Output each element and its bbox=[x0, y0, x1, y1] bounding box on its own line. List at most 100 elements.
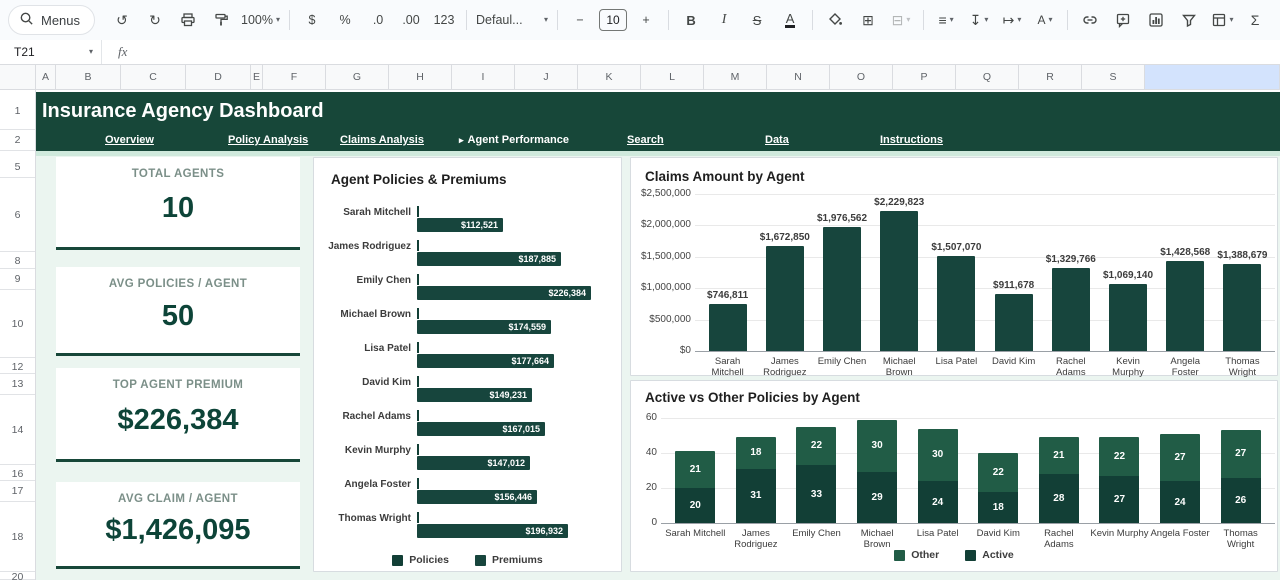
row-header-8[interactable]: 8 bbox=[0, 254, 35, 269]
other-segment: 21 bbox=[1038, 437, 1079, 474]
row-header-18[interactable]: 18 bbox=[0, 502, 35, 572]
create-filter-button[interactable] bbox=[1173, 7, 1205, 34]
x-axis-label: James Rodriguez bbox=[734, 528, 778, 551]
y-axis-tick-label: $2,000,000 bbox=[640, 219, 691, 231]
kpi-card-total-agents[interactable]: TOTAL AGENTS 10 bbox=[56, 157, 300, 250]
toolbar: Menus ↺ ↻ 100% ▾ $ % .0 .00 123 Defaul...… bbox=[0, 0, 1280, 41]
insert-link-button[interactable] bbox=[1074, 7, 1106, 34]
column-header-E[interactable]: E bbox=[251, 64, 263, 90]
column-header-K[interactable]: K bbox=[578, 64, 641, 90]
column-header-P[interactable]: P bbox=[893, 64, 956, 90]
claims-bar bbox=[937, 256, 976, 351]
claims-bar bbox=[823, 226, 861, 351]
more-formats-icon: 123 bbox=[433, 13, 455, 27]
chart-claims-by-agent[interactable]: Claims Amount by Agent $0 $500,000 $1,000,… bbox=[630, 157, 1278, 378]
column-header-D[interactable]: D bbox=[186, 64, 251, 90]
column-header-selected[interactable] bbox=[1145, 64, 1280, 90]
select-all-corner[interactable] bbox=[0, 64, 36, 90]
nav-link-overview[interactable]: Overview bbox=[105, 130, 154, 151]
text-wrap-button[interactable]: ↦ ▾ bbox=[996, 7, 1028, 34]
text-rotation-button[interactable]: A ▾ bbox=[1029, 7, 1061, 34]
insert-comment-button[interactable] bbox=[1107, 7, 1139, 34]
other-segment: 27 bbox=[1160, 433, 1201, 481]
column-header-F[interactable]: F bbox=[263, 64, 326, 90]
column-header-I[interactable]: I bbox=[452, 64, 515, 90]
borders-button[interactable]: ⊞ bbox=[852, 7, 884, 34]
nav-link-label: Data bbox=[765, 134, 789, 146]
format-currency-button[interactable]: $ bbox=[296, 7, 328, 34]
column-header-G[interactable]: G bbox=[326, 64, 389, 90]
formula-input[interactable] bbox=[127, 40, 1280, 64]
menus-search-button[interactable]: Menus bbox=[8, 5, 96, 35]
search-icon bbox=[19, 11, 34, 29]
chart-plot-area: $0 $500,000 $1,000,000 $1,500,000 $2,000,000… bbox=[631, 158, 1277, 378]
bold-button[interactable]: B bbox=[675, 7, 707, 34]
row-header-1[interactable]: 1 bbox=[0, 92, 35, 130]
column-header-H[interactable]: H bbox=[389, 64, 452, 90]
column-header-A[interactable]: A bbox=[36, 64, 56, 90]
row-header-14[interactable]: 14 bbox=[0, 395, 35, 465]
column-header-O[interactable]: O bbox=[830, 64, 893, 90]
row-header-10[interactable]: 10 bbox=[0, 290, 35, 358]
merge-cells-button[interactable]: ⊟ ▾ bbox=[885, 7, 917, 34]
column-header-M[interactable]: M bbox=[704, 64, 767, 90]
font-size-input[interactable]: 10 bbox=[599, 9, 628, 31]
increase-decimal-button[interactable]: .00 bbox=[395, 7, 427, 34]
horizontal-align-button[interactable]: ≡ ▾ bbox=[930, 7, 962, 34]
vertical-align-button[interactable]: ↧ ▾ bbox=[963, 7, 995, 34]
kpi-card-avg-claim[interactable]: AVG CLAIM / AGENT $1,426,095 bbox=[56, 482, 300, 569]
paint-format-button[interactable] bbox=[205, 7, 237, 34]
column-header-R[interactable]: R bbox=[1019, 64, 1082, 90]
row-header-16[interactable]: 16 bbox=[0, 467, 35, 481]
nav-link-agent-performance[interactable]: ▸ Agent Performance bbox=[459, 130, 569, 151]
column-header-C[interactable]: C bbox=[121, 64, 186, 90]
text-color-button[interactable]: A bbox=[774, 7, 806, 34]
nav-link-policy-analysis[interactable]: Policy Analysis bbox=[228, 130, 308, 151]
chart-active-vs-other[interactable]: Active vs Other Policies by Agent 0 20 40 6… bbox=[630, 380, 1278, 572]
chart-agent-policies-premiums[interactable]: Agent Policies & Premiums Sarah Mitchell… bbox=[313, 157, 622, 572]
nav-link-data[interactable]: Data bbox=[765, 130, 789, 151]
premiums-bar: $147,012 bbox=[417, 456, 530, 470]
name-box[interactable]: T21 ▾ bbox=[0, 40, 102, 64]
agent-label: James Rodriguez bbox=[328, 241, 411, 252]
column-header-J[interactable]: J bbox=[515, 64, 578, 90]
row-header-9[interactable]: 9 bbox=[0, 269, 35, 290]
fill-color-button[interactable] bbox=[819, 7, 851, 34]
row-header-2[interactable]: 2 bbox=[0, 130, 35, 151]
nav-link-search[interactable]: Search bbox=[627, 130, 664, 151]
print-button[interactable] bbox=[172, 7, 204, 34]
nav-link-claims-analysis[interactable]: Claims Analysis bbox=[340, 130, 424, 151]
kpi-label: AVG CLAIM / AGENT bbox=[118, 493, 238, 505]
row-header-20[interactable]: 20 bbox=[0, 571, 35, 580]
insert-chart-button[interactable] bbox=[1140, 7, 1172, 34]
italic-button[interactable]: I bbox=[708, 7, 740, 34]
undo-button[interactable]: ↺ bbox=[106, 7, 138, 34]
format-percent-button[interactable]: % bbox=[329, 7, 361, 34]
strikethrough-button[interactable]: S bbox=[741, 7, 773, 34]
row-header-13[interactable]: 13 bbox=[0, 374, 35, 395]
gridline bbox=[661, 418, 1275, 419]
font-select[interactable]: Defaul... ▾ bbox=[473, 7, 551, 34]
zoom-select[interactable]: 100% ▾ bbox=[238, 7, 283, 34]
kpi-card-top-premium[interactable]: TOP AGENT PREMIUM $226,384 bbox=[56, 368, 300, 462]
nav-link-instructions[interactable]: Instructions bbox=[880, 130, 943, 151]
column-header-B[interactable]: B bbox=[56, 64, 121, 90]
column-header-Q[interactable]: Q bbox=[956, 64, 1019, 90]
column-header-N[interactable]: N bbox=[767, 64, 830, 90]
legend-swatch bbox=[965, 549, 977, 561]
row-header-12[interactable]: 12 bbox=[0, 360, 35, 374]
increase-font-size-button[interactable]: + bbox=[630, 7, 662, 34]
more-formats-button[interactable]: 123 bbox=[428, 7, 460, 34]
decrease-decimal-button[interactable]: .0 bbox=[362, 7, 394, 34]
column-header-L[interactable]: L bbox=[641, 64, 704, 90]
redo-button[interactable]: ↻ bbox=[139, 7, 171, 34]
row-header-5[interactable]: 5 bbox=[0, 156, 35, 178]
decrease-font-size-button[interactable]: − bbox=[564, 7, 596, 34]
row-header-17[interactable]: 17 bbox=[0, 481, 35, 502]
kpi-card-avg-policies[interactable]: AVG POLICIES / AGENT 50 bbox=[56, 267, 300, 356]
column-header-S[interactable]: S bbox=[1082, 64, 1145, 90]
row-header-6[interactable]: 6 bbox=[0, 178, 35, 252]
insert-table-button[interactable]: ▾ bbox=[1206, 7, 1238, 34]
functions-button[interactable]: Σ bbox=[1239, 7, 1271, 34]
legend-item-other: Other bbox=[894, 549, 939, 561]
